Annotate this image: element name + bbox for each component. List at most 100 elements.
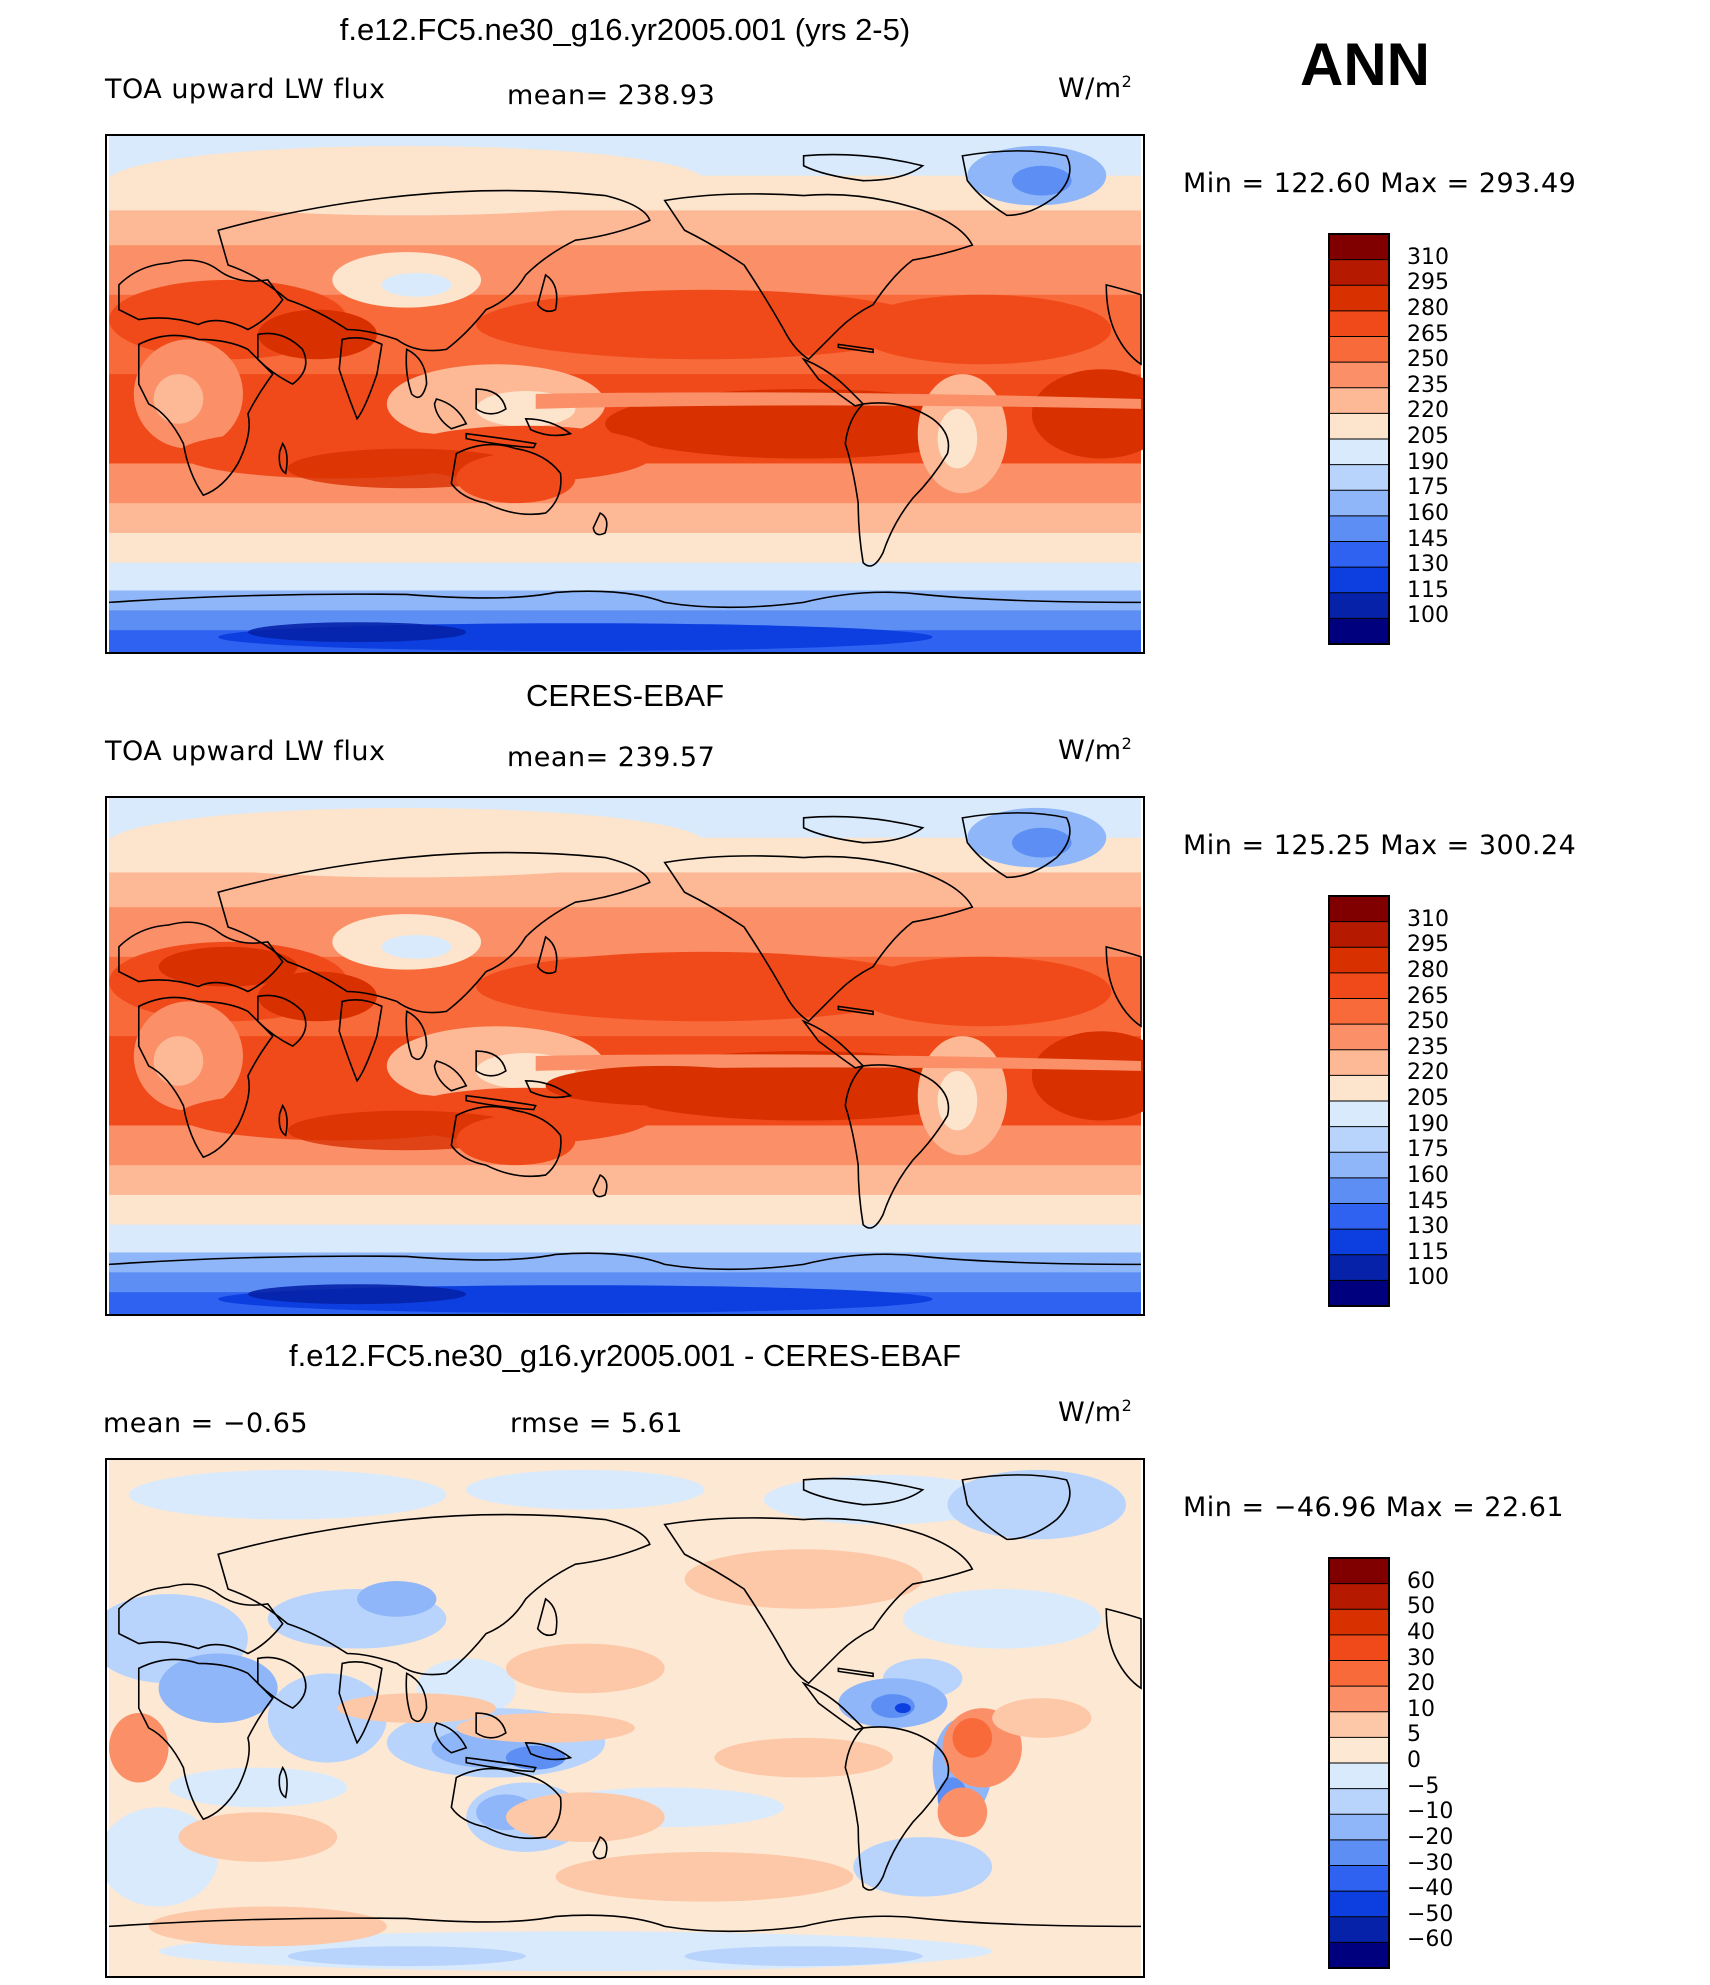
colorbar-swatch [1328, 946, 1390, 974]
field-blob [247, 1284, 467, 1305]
field-blob [1031, 369, 1143, 459]
field-blob [684, 1946, 923, 1967]
field-blob [763, 1474, 1003, 1525]
colorbar-tick-label: 310 [1407, 906, 1449, 932]
coastline [465, 432, 537, 449]
field-region [535, 392, 1141, 409]
panel-2-mean-label: mean= 239.57 [507, 742, 716, 773]
colorbar-tick-label: 280 [1407, 957, 1449, 983]
coastline [450, 1105, 562, 1178]
coastline [592, 1174, 608, 1198]
field-band [109, 590, 1141, 612]
colorbar-tick-label: 40 [1407, 1619, 1435, 1645]
colorbar-tick-label: 190 [1407, 1111, 1449, 1137]
panel-2-map [105, 796, 1145, 1316]
colorbar-swatch [1328, 464, 1390, 492]
colorbar-tick-label: 115 [1407, 577, 1449, 603]
colorbar-swatch [1328, 1151, 1390, 1179]
colorbar-swatch [1328, 438, 1390, 466]
panel-2-coastlines [108, 812, 1142, 1271]
colorbar-tick-label: 205 [1407, 424, 1449, 449]
coastline [844, 1726, 950, 1891]
coastline [801, 1019, 865, 1069]
colorbar-swatch [1328, 1126, 1390, 1154]
coastline [405, 348, 428, 399]
panel-2-title: CERES-EBAF [525, 678, 725, 713]
coastline [137, 996, 274, 1159]
field-blob [109, 1713, 169, 1783]
coastline [118, 259, 284, 331]
colorbar-tick-label: 0 [1407, 1748, 1421, 1773]
colorbar-tick-label: 250 [1407, 1009, 1449, 1035]
colorbar-swatch [1328, 1634, 1390, 1662]
colorbar-tick-label: −10 [1407, 1799, 1454, 1825]
coastline [524, 418, 573, 437]
colorbar-tick-label: 5 [1407, 1722, 1421, 1748]
field-band [109, 872, 1141, 909]
colorbar-swatch [1328, 1736, 1390, 1764]
colorbar-swatch [1328, 412, 1390, 440]
field-blob [153, 1036, 204, 1086]
coastline [433, 398, 468, 430]
colorbar-tick-label: 100 [1407, 603, 1449, 629]
coastline [592, 1836, 608, 1860]
colorbar-tick-label: 220 [1407, 398, 1449, 424]
colorbar-swatch [1328, 1890, 1390, 1918]
field-blob [109, 145, 705, 216]
field-blob [714, 1737, 893, 1778]
colorbar-swatch [1328, 1865, 1390, 1893]
colorbar-swatch [1328, 1228, 1390, 1256]
panel-3-units: W/m2 [1058, 1396, 1133, 1428]
coastline [450, 1767, 562, 1840]
colorbar-tick-label: 50 [1407, 1594, 1435, 1620]
field-blob [128, 1469, 447, 1520]
panel-2-field [108, 798, 1143, 1314]
coastline [837, 1667, 874, 1678]
coastline [433, 1060, 468, 1092]
field-blob [894, 1703, 911, 1714]
field-blob [381, 934, 452, 959]
coastline [338, 337, 383, 421]
coastline [801, 1681, 865, 1731]
colorbar-tick-label: 130 [1407, 1214, 1449, 1240]
coastline [844, 402, 950, 567]
colorbar-swatch [1328, 1023, 1390, 1051]
panel-1-minmax: Min = 122.60 Max = 293.49 [1183, 168, 1577, 199]
field-blob [257, 309, 377, 360]
coastline [338, 999, 383, 1083]
coastline [802, 153, 925, 182]
colorbar-swatch [1328, 1941, 1390, 1969]
colorbar-tick-label: 175 [1407, 475, 1449, 501]
coastline [217, 189, 651, 352]
panel-1-coastlines [108, 150, 1142, 609]
colorbar-swatch [1328, 259, 1390, 287]
colorbar-tick-label: 160 [1407, 500, 1449, 526]
colorbar-tick-label: 265 [1407, 983, 1449, 1009]
panel-1-title: f.e12.FC5.ne30_g16.yr2005.001 (yrs 2-5) [339, 12, 911, 47]
colorbar-tick-label: −30 [1407, 1850, 1454, 1876]
colorbar-tick-label: 145 [1407, 526, 1449, 552]
colorbar-swatch [1328, 541, 1390, 569]
coastline [278, 1103, 288, 1137]
coastline [257, 332, 307, 386]
coastline [108, 1914, 1142, 1933]
colorbar-swatch [1328, 1557, 1390, 1585]
colorbar-swatch [1328, 566, 1390, 594]
colorbar-swatch [1328, 233, 1390, 261]
panel-3-rmse-label: rmse = 5.61 [510, 1408, 684, 1439]
field-band [109, 210, 1141, 247]
colorbar-swatch [1328, 1660, 1390, 1688]
panel-1-colorbar [1328, 233, 1390, 650]
colorbar-tick-label: 130 [1407, 552, 1449, 578]
coastline [524, 1080, 573, 1099]
season-label: ANN [1300, 31, 1430, 98]
field-band [109, 532, 1141, 564]
colorbar-swatch [1328, 972, 1390, 1000]
field-blob [456, 453, 576, 504]
coastline [1105, 945, 1142, 1028]
field-blob [545, 1065, 784, 1106]
coastline [802, 1477, 925, 1506]
panel-1-units: W/m2 [1058, 72, 1133, 104]
colorbar-tick-label: −50 [1407, 1901, 1454, 1927]
colorbar-swatch [1328, 921, 1390, 949]
